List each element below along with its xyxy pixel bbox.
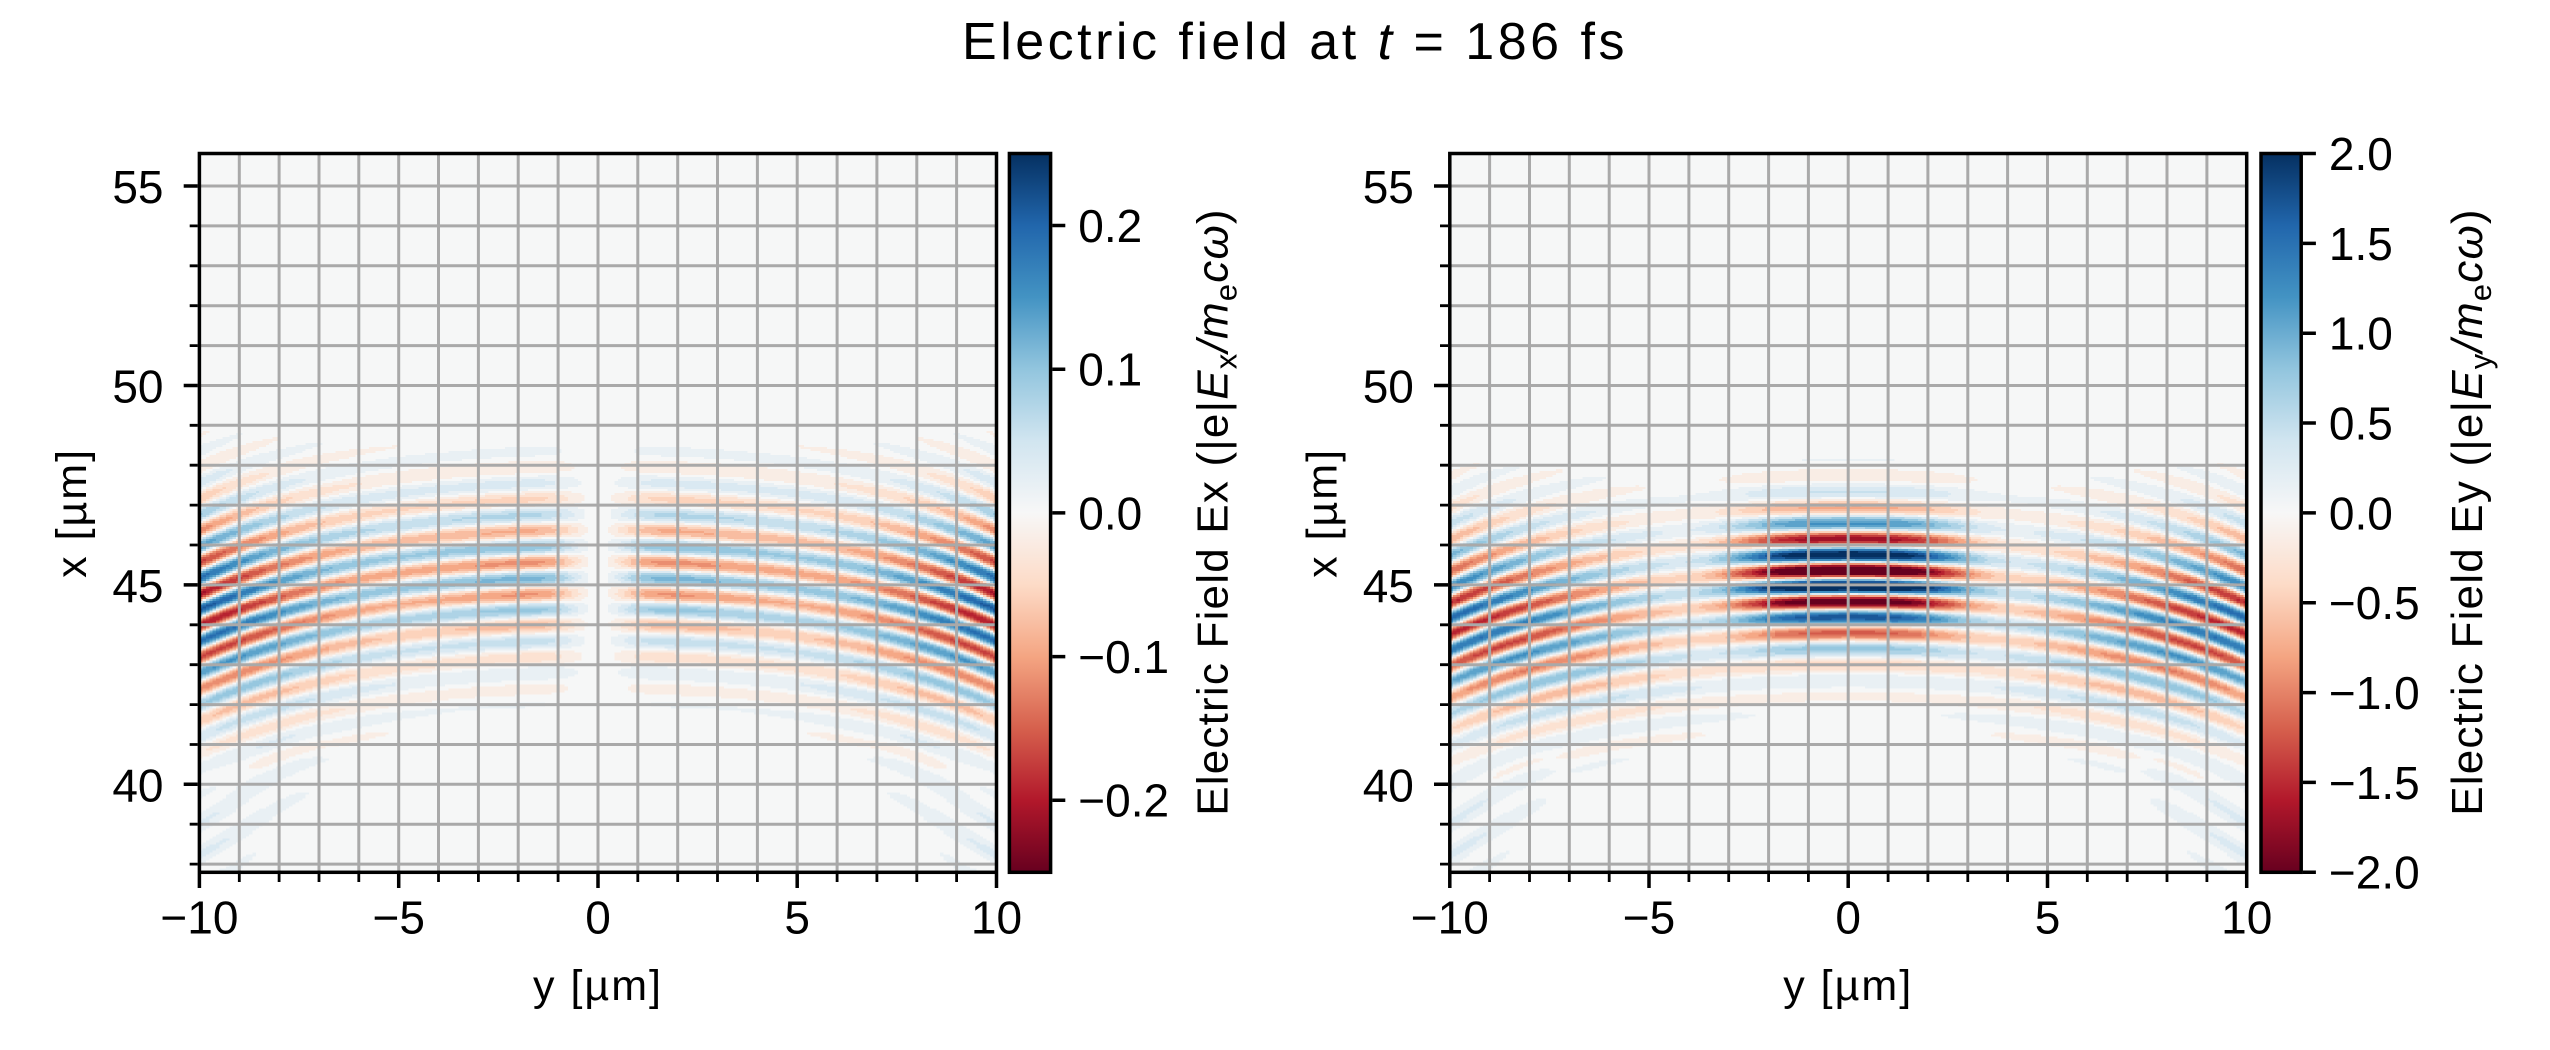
svg-text:0.0: 0.0: [2329, 487, 2393, 539]
svg-text:1.5: 1.5: [2329, 218, 2393, 270]
svg-text:2.0: 2.0: [2329, 128, 2393, 180]
svg-text:−10: −10: [1411, 892, 1489, 944]
svg-text:50: 50: [112, 361, 163, 413]
svg-text:50: 50: [1363, 361, 1414, 413]
svg-text:Electric Field Ey (|e|Ey/mecω): Electric Field Ey (|e|Ey/mecω): [2443, 208, 2498, 816]
svg-text:40: 40: [1363, 760, 1414, 812]
svg-text:−1.0: −1.0: [2329, 667, 2420, 719]
svg-text:40: 40: [112, 760, 163, 812]
svg-text:45: 45: [1363, 560, 1414, 612]
svg-text:55: 55: [1363, 161, 1414, 213]
svg-text:0.1: 0.1: [1078, 344, 1142, 396]
svg-text:x [µm]: x [µm]: [48, 448, 96, 578]
svg-text:0: 0: [1835, 892, 1861, 944]
svg-text:−2.0: −2.0: [2329, 847, 2420, 899]
svg-text:0.2: 0.2: [1078, 200, 1142, 252]
svg-text:0.0: 0.0: [1078, 487, 1142, 539]
svg-text:5: 5: [784, 892, 810, 944]
svg-text:−5: −5: [372, 892, 424, 944]
svg-text:10: 10: [2221, 892, 2272, 944]
svg-text:y [µm]: y [µm]: [1783, 962, 1913, 1010]
svg-text:−0.2: −0.2: [1078, 775, 1169, 827]
svg-text:45: 45: [112, 560, 163, 612]
svg-text:Electric field at t = 186 fs: Electric field at t = 186 fs: [962, 13, 1628, 71]
svg-text:y [µm]: y [µm]: [533, 962, 663, 1010]
svg-text:0: 0: [585, 892, 611, 944]
svg-text:−0.1: −0.1: [1078, 631, 1169, 683]
svg-text:0.5: 0.5: [2329, 397, 2393, 449]
svg-text:5: 5: [2035, 892, 2061, 944]
svg-text:55: 55: [112, 161, 163, 213]
svg-text:1.0: 1.0: [2329, 308, 2393, 360]
svg-text:10: 10: [971, 892, 1022, 944]
svg-text:Electric Field Ex (|e|Ex/mecω): Electric Field Ex (|e|Ex/mecω): [1189, 208, 1244, 816]
svg-text:−1.5: −1.5: [2329, 757, 2420, 809]
svg-text:−0.5: −0.5: [2329, 577, 2420, 629]
svg-text:x [µm]: x [µm]: [1298, 448, 1346, 578]
svg-text:−10: −10: [160, 892, 238, 944]
svg-text:−5: −5: [1623, 892, 1675, 944]
